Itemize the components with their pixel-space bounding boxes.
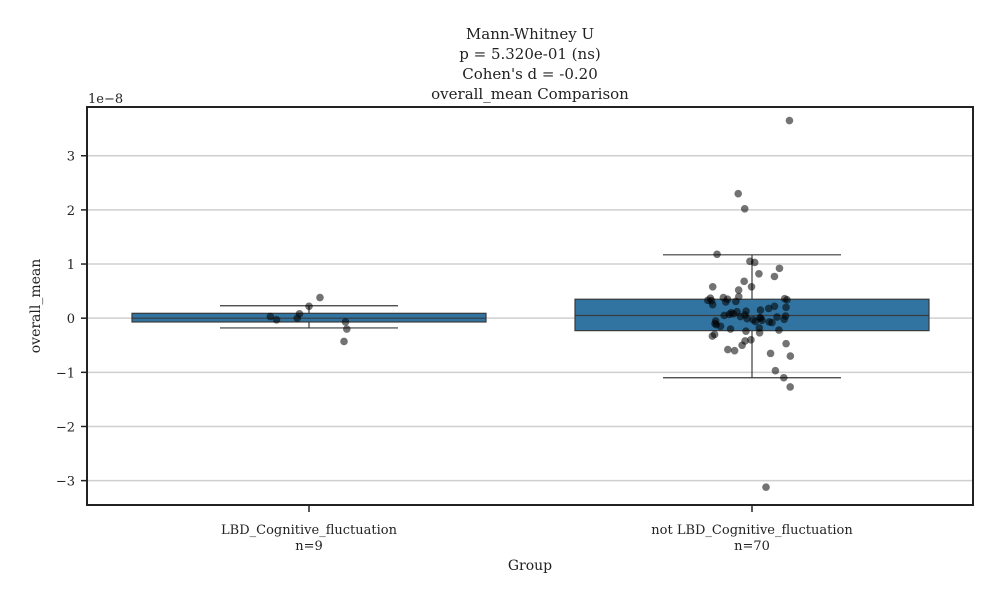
data-point bbox=[340, 337, 348, 346]
data-point bbox=[755, 329, 764, 337]
data-point bbox=[708, 282, 717, 291]
data-point bbox=[775, 264, 784, 273]
data-point bbox=[708, 300, 717, 309]
y-axis-label: overall_mean bbox=[28, 259, 44, 354]
data-point bbox=[747, 282, 756, 291]
data-point bbox=[716, 322, 725, 331]
y-tick-label: −1 bbox=[56, 366, 75, 381]
data-point bbox=[740, 205, 749, 213]
data-point bbox=[738, 341, 746, 350]
plot-frame bbox=[86, 106, 974, 506]
chart-title-line-2: p = 5.320e-01 (ns) bbox=[459, 45, 601, 63]
data-point bbox=[786, 352, 795, 360]
data-point bbox=[272, 316, 281, 324]
chart-title-line-1: Mann-Whitney U bbox=[466, 25, 594, 43]
y-tick-label: 3 bbox=[67, 150, 75, 165]
data-point bbox=[780, 315, 788, 324]
data-point bbox=[724, 345, 732, 354]
y-axis: −3 −2 −1 0 1 2 3 bbox=[56, 150, 87, 490]
x-tick-label: not LBD_Cognitive_fluctuation bbox=[651, 523, 853, 538]
data-point bbox=[742, 327, 750, 335]
y-tick-label: −3 bbox=[56, 475, 75, 490]
data-point bbox=[747, 336, 755, 344]
data-point bbox=[786, 383, 794, 391]
x-axis-label: Group bbox=[508, 558, 552, 574]
data-point bbox=[779, 373, 788, 382]
data-point bbox=[766, 349, 775, 358]
x-tick-count-label: n=70 bbox=[734, 539, 770, 554]
data-point bbox=[770, 302, 779, 311]
y-tick-label: 1 bbox=[67, 258, 75, 273]
x-tick-label: LBD_Cognitive_fluctuation bbox=[221, 523, 398, 538]
data-point bbox=[713, 250, 721, 259]
data-point bbox=[341, 318, 350, 326]
data-point bbox=[732, 297, 740, 306]
data-point bbox=[773, 313, 781, 321]
data-point bbox=[764, 304, 773, 313]
box-plot-layer bbox=[131, 254, 930, 379]
data-point bbox=[293, 314, 302, 322]
data-point bbox=[750, 258, 759, 267]
data-point bbox=[730, 346, 739, 355]
data-point bbox=[762, 483, 770, 491]
y-tick-label: 2 bbox=[67, 204, 75, 219]
data-point bbox=[342, 325, 351, 333]
data-point bbox=[751, 317, 760, 326]
data-point bbox=[743, 314, 751, 323]
data-point bbox=[782, 339, 790, 348]
data-point bbox=[768, 318, 776, 327]
data-point bbox=[740, 277, 748, 286]
strip-points bbox=[266, 116, 795, 491]
data-point bbox=[771, 366, 780, 375]
data-point bbox=[305, 302, 313, 311]
data-point bbox=[782, 303, 790, 312]
chart-title-line-3: Cohen's d = -0.20 bbox=[462, 65, 597, 83]
data-point bbox=[785, 116, 794, 125]
data-point bbox=[734, 286, 743, 294]
y-tick-label: −2 bbox=[56, 420, 75, 435]
y-tick-label: 0 bbox=[67, 312, 75, 327]
data-point bbox=[266, 312, 275, 321]
data-point bbox=[736, 312, 745, 321]
data-point bbox=[726, 325, 735, 333]
data-point bbox=[758, 316, 766, 325]
x-tick-count-label: n=9 bbox=[295, 539, 323, 554]
data-point bbox=[316, 293, 324, 302]
data-point bbox=[708, 332, 717, 340]
data-point bbox=[734, 189, 743, 198]
data-point bbox=[756, 306, 765, 314]
data-point bbox=[721, 298, 730, 306]
data-point bbox=[725, 310, 734, 319]
data-point bbox=[770, 272, 779, 281]
chart-title-line-4: overall_mean Comparison bbox=[431, 85, 629, 103]
data-point bbox=[755, 269, 763, 278]
y-offset-label: 1e−8 bbox=[88, 92, 123, 107]
data-point bbox=[783, 295, 791, 304]
data-point bbox=[775, 326, 783, 334]
